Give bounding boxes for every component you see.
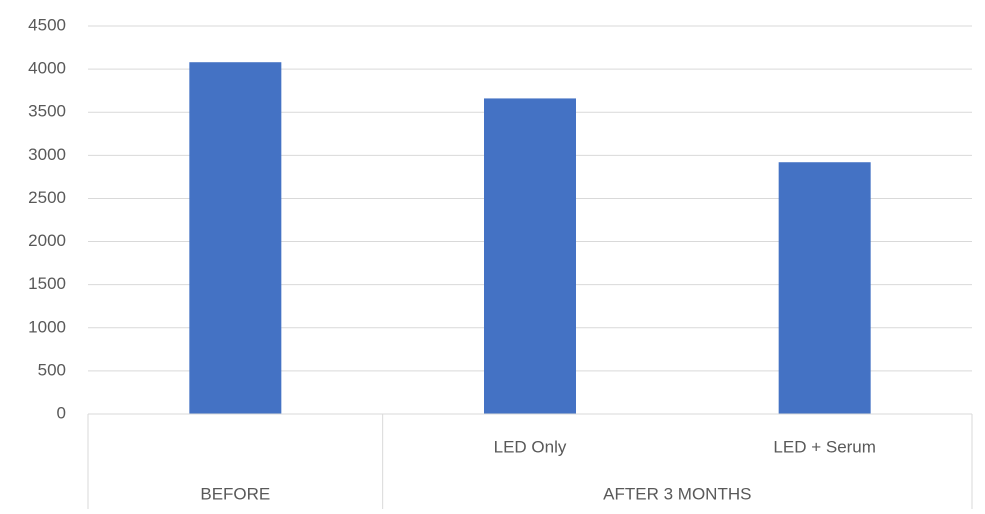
y-tick-label: 1500 — [28, 274, 66, 293]
bar — [484, 98, 576, 414]
bar — [778, 162, 871, 414]
y-tick-label: 3000 — [28, 145, 66, 164]
y-tick-label: 0 — [57, 403, 66, 422]
group-label: AFTER 3 MONTHS — [603, 484, 751, 503]
y-tick-label: 3500 — [28, 102, 66, 121]
group-label: BEFORE — [200, 484, 270, 503]
y-tick-label: 2500 — [28, 188, 66, 207]
y-tick-label: 1000 — [28, 317, 66, 336]
y-tick-label: 500 — [38, 360, 66, 379]
y-tick-label: 4000 — [28, 59, 66, 78]
x-tick-label: LED Only — [494, 437, 567, 456]
y-tick-label: 2000 — [28, 231, 66, 250]
bar — [189, 62, 282, 415]
y-tick-label: 4500 — [28, 15, 66, 34]
x-tick-label: LED + Serum — [773, 437, 876, 456]
